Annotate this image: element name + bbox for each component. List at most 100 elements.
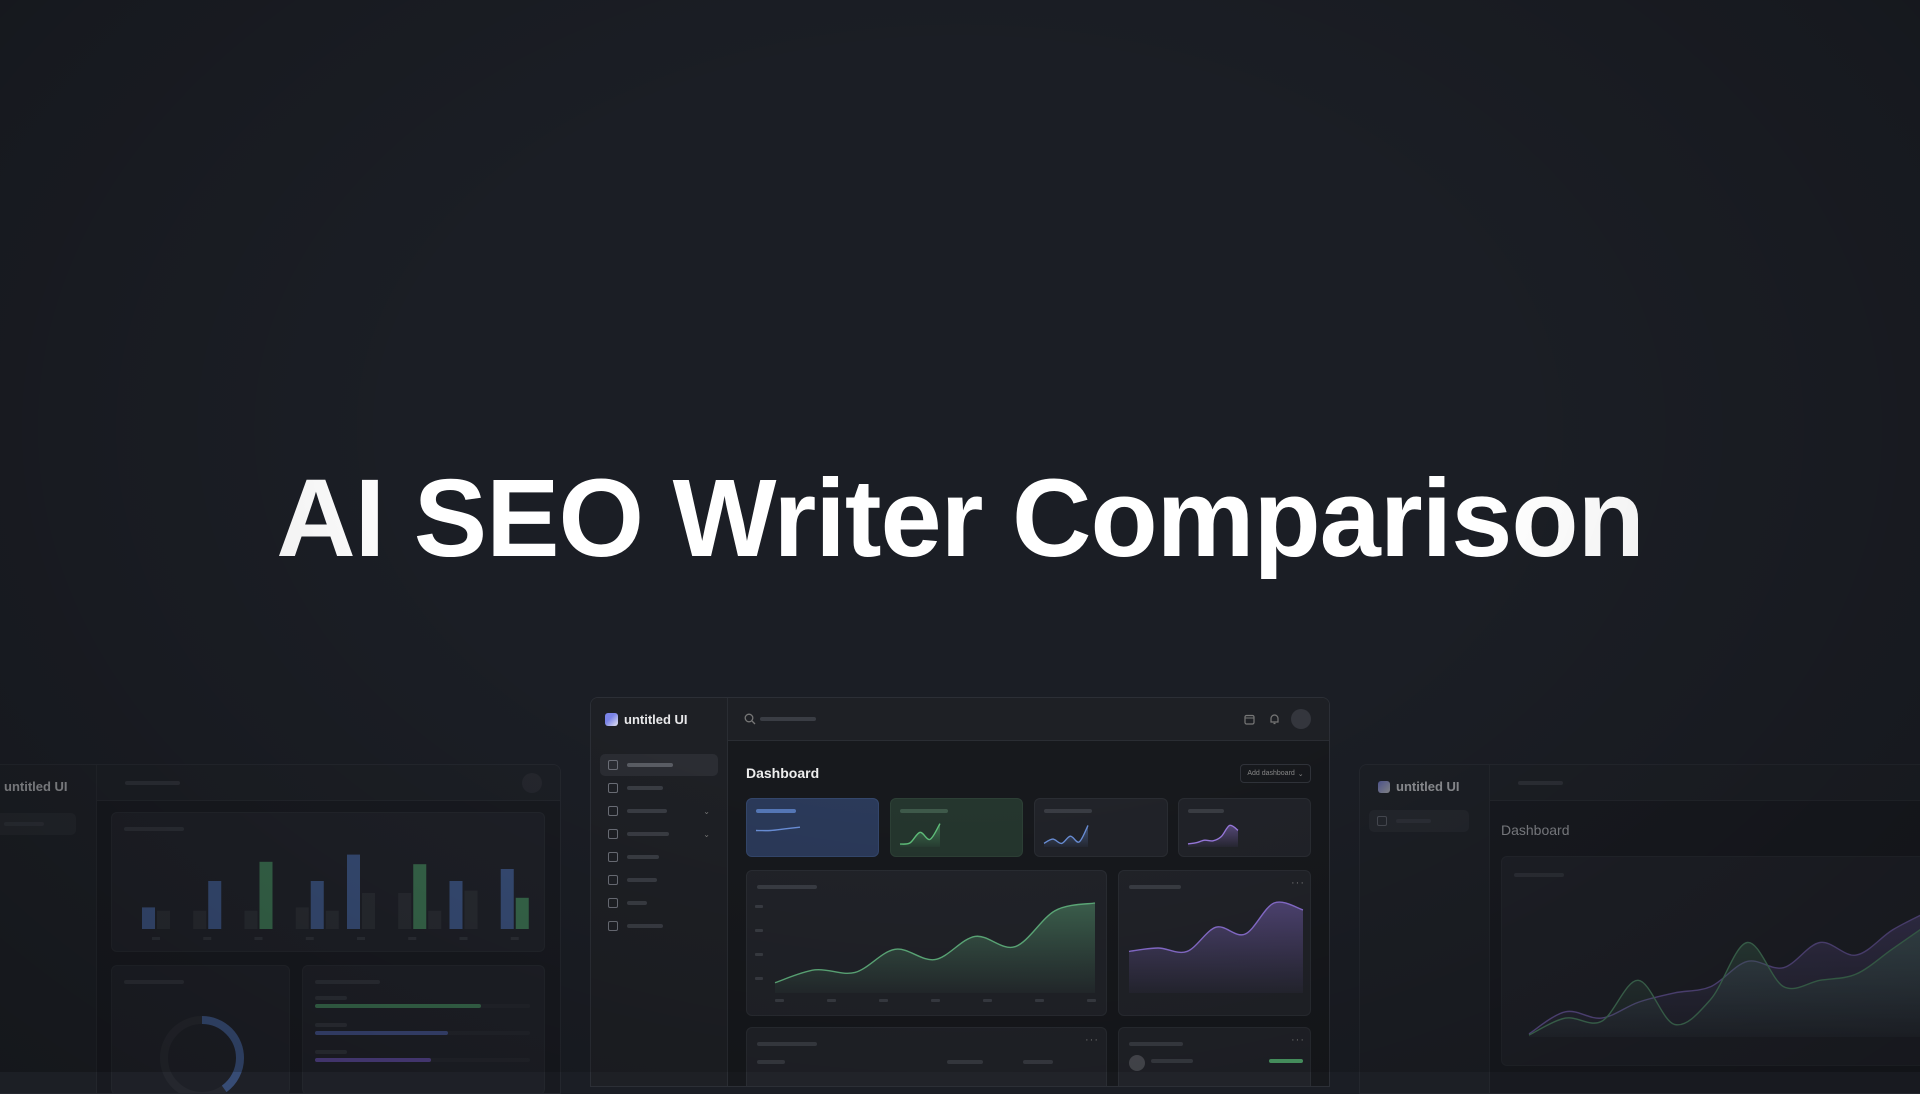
logo-icon [1378, 780, 1390, 793]
stat-card[interactable] [746, 798, 879, 857]
more-options-icon[interactable]: ··· [1291, 877, 1305, 889]
progress-fill [315, 1031, 449, 1035]
sidebar-item[interactable] [600, 777, 718, 799]
nav-item[interactable] [0, 813, 76, 835]
bar [449, 881, 463, 929]
sidebar-item[interactable]: ⌄ [600, 800, 718, 822]
search-icon[interactable] [744, 713, 756, 725]
x-tick-label [152, 937, 160, 940]
bar [142, 907, 155, 929]
sidebar-item[interactable] [600, 846, 718, 868]
stat-card[interactable] [890, 798, 1023, 857]
bar [464, 890, 478, 929]
donut-segment [160, 1016, 244, 1093]
logo-text: untitled UI [624, 712, 688, 727]
sidebar-item[interactable] [600, 869, 718, 891]
home-icon [608, 760, 618, 770]
bar [347, 854, 360, 929]
database-icon [608, 898, 618, 908]
sparkline [899, 823, 941, 847]
sidebar-item[interactable] [600, 915, 718, 937]
bar [259, 861, 273, 929]
avatar[interactable] [522, 773, 542, 793]
chart-line [1128, 901, 1304, 954]
bar [515, 897, 529, 929]
sidebar-item-label [627, 832, 669, 836]
progress-track [315, 1031, 530, 1035]
card-title-placeholder [124, 827, 184, 831]
right-header [1490, 765, 1920, 801]
bar [325, 910, 339, 929]
chart-area [1129, 902, 1303, 993]
sidebar-item-label [627, 763, 673, 767]
bar [244, 910, 258, 929]
sparkline [1187, 824, 1239, 847]
bar [310, 881, 324, 929]
list-card: ··· [1118, 1027, 1311, 1086]
bell-icon[interactable] [1269, 713, 1280, 725]
bar-chart [142, 854, 529, 940]
right-dashboard-mockup: untitled UI Dashboard [1359, 764, 1920, 1094]
chart-line [1043, 825, 1089, 845]
chevron-down-icon: ⌄ [703, 806, 710, 816]
x-tick-label [510, 937, 519, 940]
progress-card [302, 965, 545, 1093]
add-dashboard-button[interactable]: Add dashboard ⌄ [1240, 764, 1311, 783]
right-sidebar: untitled UI [1360, 765, 1490, 1093]
dual-line-chart-card [1501, 856, 1920, 1066]
bar [157, 910, 170, 929]
main-area-chart [755, 902, 1096, 1002]
users-icon [608, 806, 618, 816]
sidebar-item-label [627, 901, 647, 905]
y-tick-label [755, 953, 763, 956]
dual-line-chart [1528, 914, 1920, 1037]
x-tick-label [357, 937, 365, 940]
bar [208, 881, 222, 929]
more-options-icon[interactable]: ··· [1085, 1034, 1099, 1046]
more-options-icon[interactable]: ··· [1291, 1034, 1305, 1046]
chart-line [1528, 928, 1920, 1036]
x-tick-label [459, 937, 468, 940]
x-tick-label [1035, 999, 1044, 1002]
progress-track [315, 1004, 530, 1008]
chevron-down-icon: ⌄ [703, 829, 710, 839]
chart-line [899, 823, 941, 845]
right-page-title: Dashboard [1501, 822, 1570, 838]
bar [413, 864, 427, 929]
sidebar: untitled UI ⌄ ⌄ [591, 698, 728, 1086]
chart-area [1188, 825, 1238, 847]
chart-area [1529, 929, 1920, 1037]
sidebar-item[interactable]: ⌄ [600, 823, 718, 845]
stat-card[interactable] [1178, 798, 1311, 857]
logo-text: untitled UI [1396, 779, 1460, 794]
main-chart-card [746, 870, 1107, 1016]
sidebar-item[interactable] [600, 754, 718, 776]
inbox-icon [608, 852, 618, 862]
left-dashboard-mockup: untitled UI [0, 764, 561, 1094]
x-tick-label [775, 999, 784, 1002]
top-header [728, 698, 1329, 741]
stat-card[interactable] [1034, 798, 1168, 857]
search-input[interactable] [1518, 781, 1563, 785]
avatar[interactable] [1291, 709, 1311, 729]
sparkline [755, 826, 801, 832]
document-icon [608, 783, 618, 793]
x-tick-label [1087, 999, 1096, 1002]
settings-icon [608, 921, 618, 931]
nav-item[interactable] [1369, 810, 1469, 832]
donut-card [111, 965, 290, 1093]
add-dashboard-label: Add dashboard [1247, 770, 1295, 777]
x-tick-label [305, 937, 314, 940]
sidebar-item[interactable] [600, 892, 718, 914]
search-input[interactable] [125, 781, 180, 785]
calendar-icon[interactable] [1244, 714, 1255, 725]
bar-chart-card [111, 812, 545, 952]
logo-icon [605, 713, 618, 726]
bar [362, 893, 375, 929]
hero-title: AI SEO Writer Comparison [276, 457, 1645, 580]
center-dashboard-mockup: untitled UI ⌄ ⌄ Dashboard Add dashboard ⌄ … [590, 697, 1330, 1087]
side-chart-card: ··· [1118, 870, 1311, 1016]
search-input[interactable] [760, 717, 816, 721]
chart-line [774, 902, 1096, 984]
left-logo: untitled UI [4, 779, 68, 794]
